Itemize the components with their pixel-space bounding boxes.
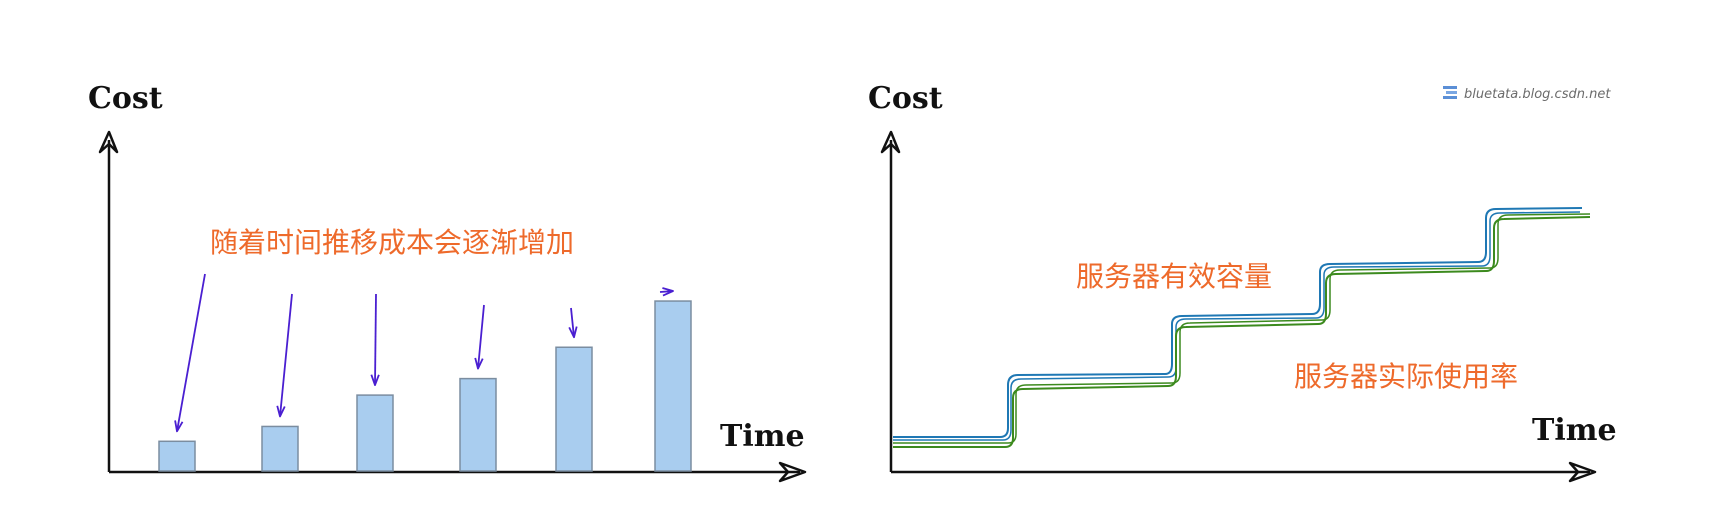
pointer-arrow — [370, 293, 380, 386]
left-y-axis-arrowhead — [98, 130, 119, 154]
right-x-axis-arrowhead — [1568, 461, 1597, 483]
pointer-arrow — [174, 273, 206, 433]
left-x-axis-arrowhead — [778, 461, 807, 483]
bar-group — [158, 300, 692, 472]
watermark-text: bluetata.blog.csdn.net — [1464, 87, 1611, 102]
usage-line — [893, 216, 1591, 448]
right-y-axis-label: Cost — [868, 81, 943, 116]
capacity-line — [893, 207, 1583, 438]
pointer-arrow — [276, 293, 293, 418]
bar — [555, 346, 593, 472]
left-panel: Cost Time 随着时间推移成本会逐渐增加 — [88, 81, 807, 483]
blog-logo-icon — [1443, 86, 1457, 99]
left-y-axis-label: Cost — [88, 81, 163, 116]
right-y-axis-arrowhead — [880, 130, 901, 154]
bar — [654, 300, 692, 472]
capacity-line-shadow — [893, 211, 1581, 441]
right-x-axis-label: Time — [1532, 413, 1617, 448]
bar — [459, 377, 497, 472]
capacity-label: 服务器有效容量 — [1076, 260, 1272, 293]
pointer-arrow — [474, 304, 485, 370]
left-annotation-text: 随着时间推移成本会逐渐增加 — [210, 226, 574, 259]
arrow-group — [174, 273, 674, 433]
pointer-arrow — [659, 287, 674, 297]
bar — [356, 394, 394, 472]
usage-line-shadow — [893, 213, 1591, 444]
watermark: bluetata.blog.csdn.net — [1443, 86, 1611, 102]
usage-label: 服务器实际使用率 — [1294, 360, 1518, 393]
left-x-axis-label: Time — [720, 419, 805, 454]
right-panel: Cost Time 服务器有效容量 服务器实际使用率 bluetata.blog… — [868, 81, 1617, 483]
pointer-arrow — [568, 307, 578, 339]
bar — [158, 440, 196, 472]
bar — [261, 425, 299, 472]
